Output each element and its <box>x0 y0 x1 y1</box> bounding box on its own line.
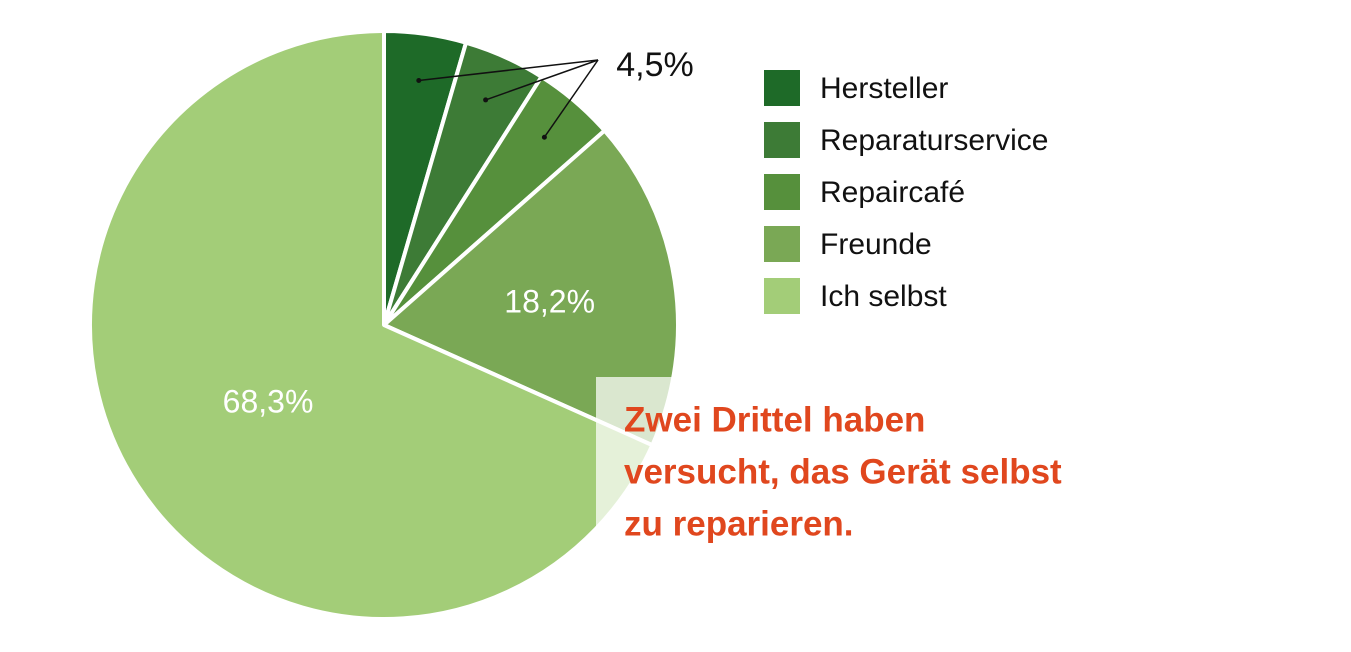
pie-slice <box>88 29 655 621</box>
data-label: 4,5% <box>616 46 694 84</box>
annotation: Zwei Drittel haben <box>624 400 925 439</box>
leader-line <box>543 59 599 138</box>
legend-label: Ich selbst <box>820 280 947 313</box>
leader-line <box>418 59 599 82</box>
annotation: versucht, das Gerät selbst <box>624 452 1062 491</box>
legend-swatch <box>764 174 800 210</box>
legend-label: Repaircafé <box>820 176 965 209</box>
annotation-backdrop <box>596 377 1176 527</box>
legend-swatch <box>764 226 800 262</box>
data-label: 68,3% <box>223 384 314 420</box>
leader-dot <box>483 97 489 103</box>
legend-label: Freunde <box>820 228 932 261</box>
leader-line <box>485 59 599 101</box>
legend-label: Reparaturservice <box>820 124 1048 157</box>
leader-dot <box>541 134 547 140</box>
leader-dot <box>416 78 422 84</box>
legend-swatch <box>764 70 800 106</box>
data-label: 18,2% <box>504 283 595 319</box>
legend-label: Hersteller <box>820 72 948 105</box>
legend-swatch <box>764 122 800 158</box>
annotation: zu reparieren. <box>624 504 854 543</box>
legend-swatch <box>764 278 800 314</box>
